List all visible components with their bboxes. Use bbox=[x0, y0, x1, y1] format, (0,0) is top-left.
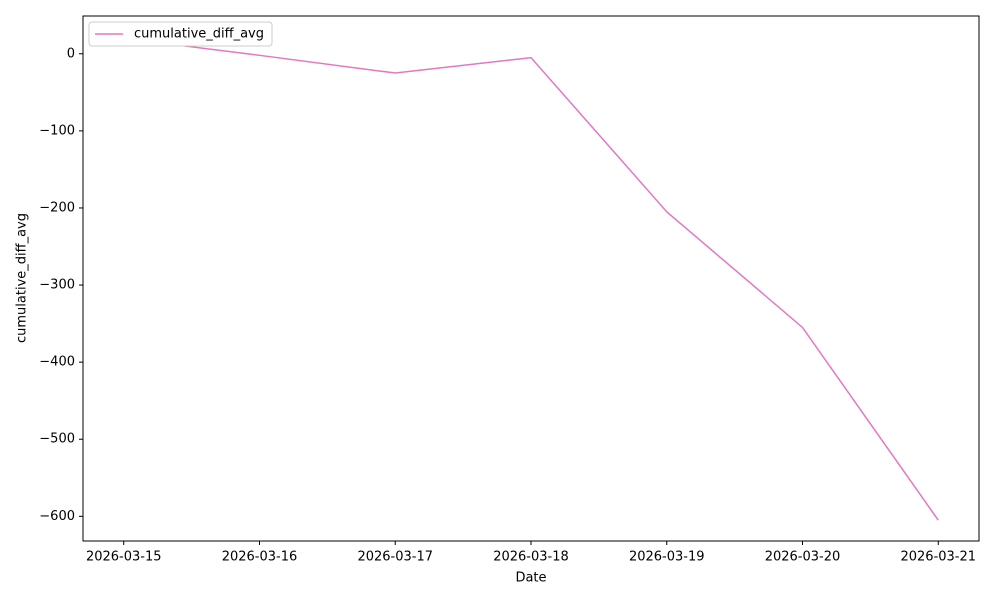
x-tick-label: 2026-03-20 bbox=[765, 550, 841, 565]
line-series bbox=[123, 37, 939, 521]
x-tick-label: 2026-03-17 bbox=[357, 550, 433, 565]
y-tick-label: 0 bbox=[67, 46, 75, 61]
plot-frame bbox=[82, 15, 980, 542]
y-tick-label: −200 bbox=[39, 200, 75, 215]
x-axis-label: Date bbox=[515, 571, 546, 586]
x-tick-label: 2026-03-16 bbox=[222, 550, 298, 565]
legend-box bbox=[88, 21, 273, 47]
x-tick-label: 2026-03-18 bbox=[493, 550, 569, 565]
x-tick-label: 2026-03-21 bbox=[900, 550, 976, 565]
x-tick-label: 2026-03-15 bbox=[86, 550, 162, 565]
legend-label: cumulative_diff_avg bbox=[134, 27, 264, 42]
x-tick-label: 2026-03-19 bbox=[629, 550, 705, 565]
y-tick-label: −100 bbox=[39, 123, 75, 138]
y-tick-label: −400 bbox=[39, 355, 75, 370]
y-tick-label: −300 bbox=[39, 278, 75, 293]
y-tick-label: −500 bbox=[39, 432, 75, 447]
y-tick-label: −600 bbox=[39, 509, 75, 524]
y-axis-label: cumulative_diff_avg bbox=[15, 213, 30, 343]
